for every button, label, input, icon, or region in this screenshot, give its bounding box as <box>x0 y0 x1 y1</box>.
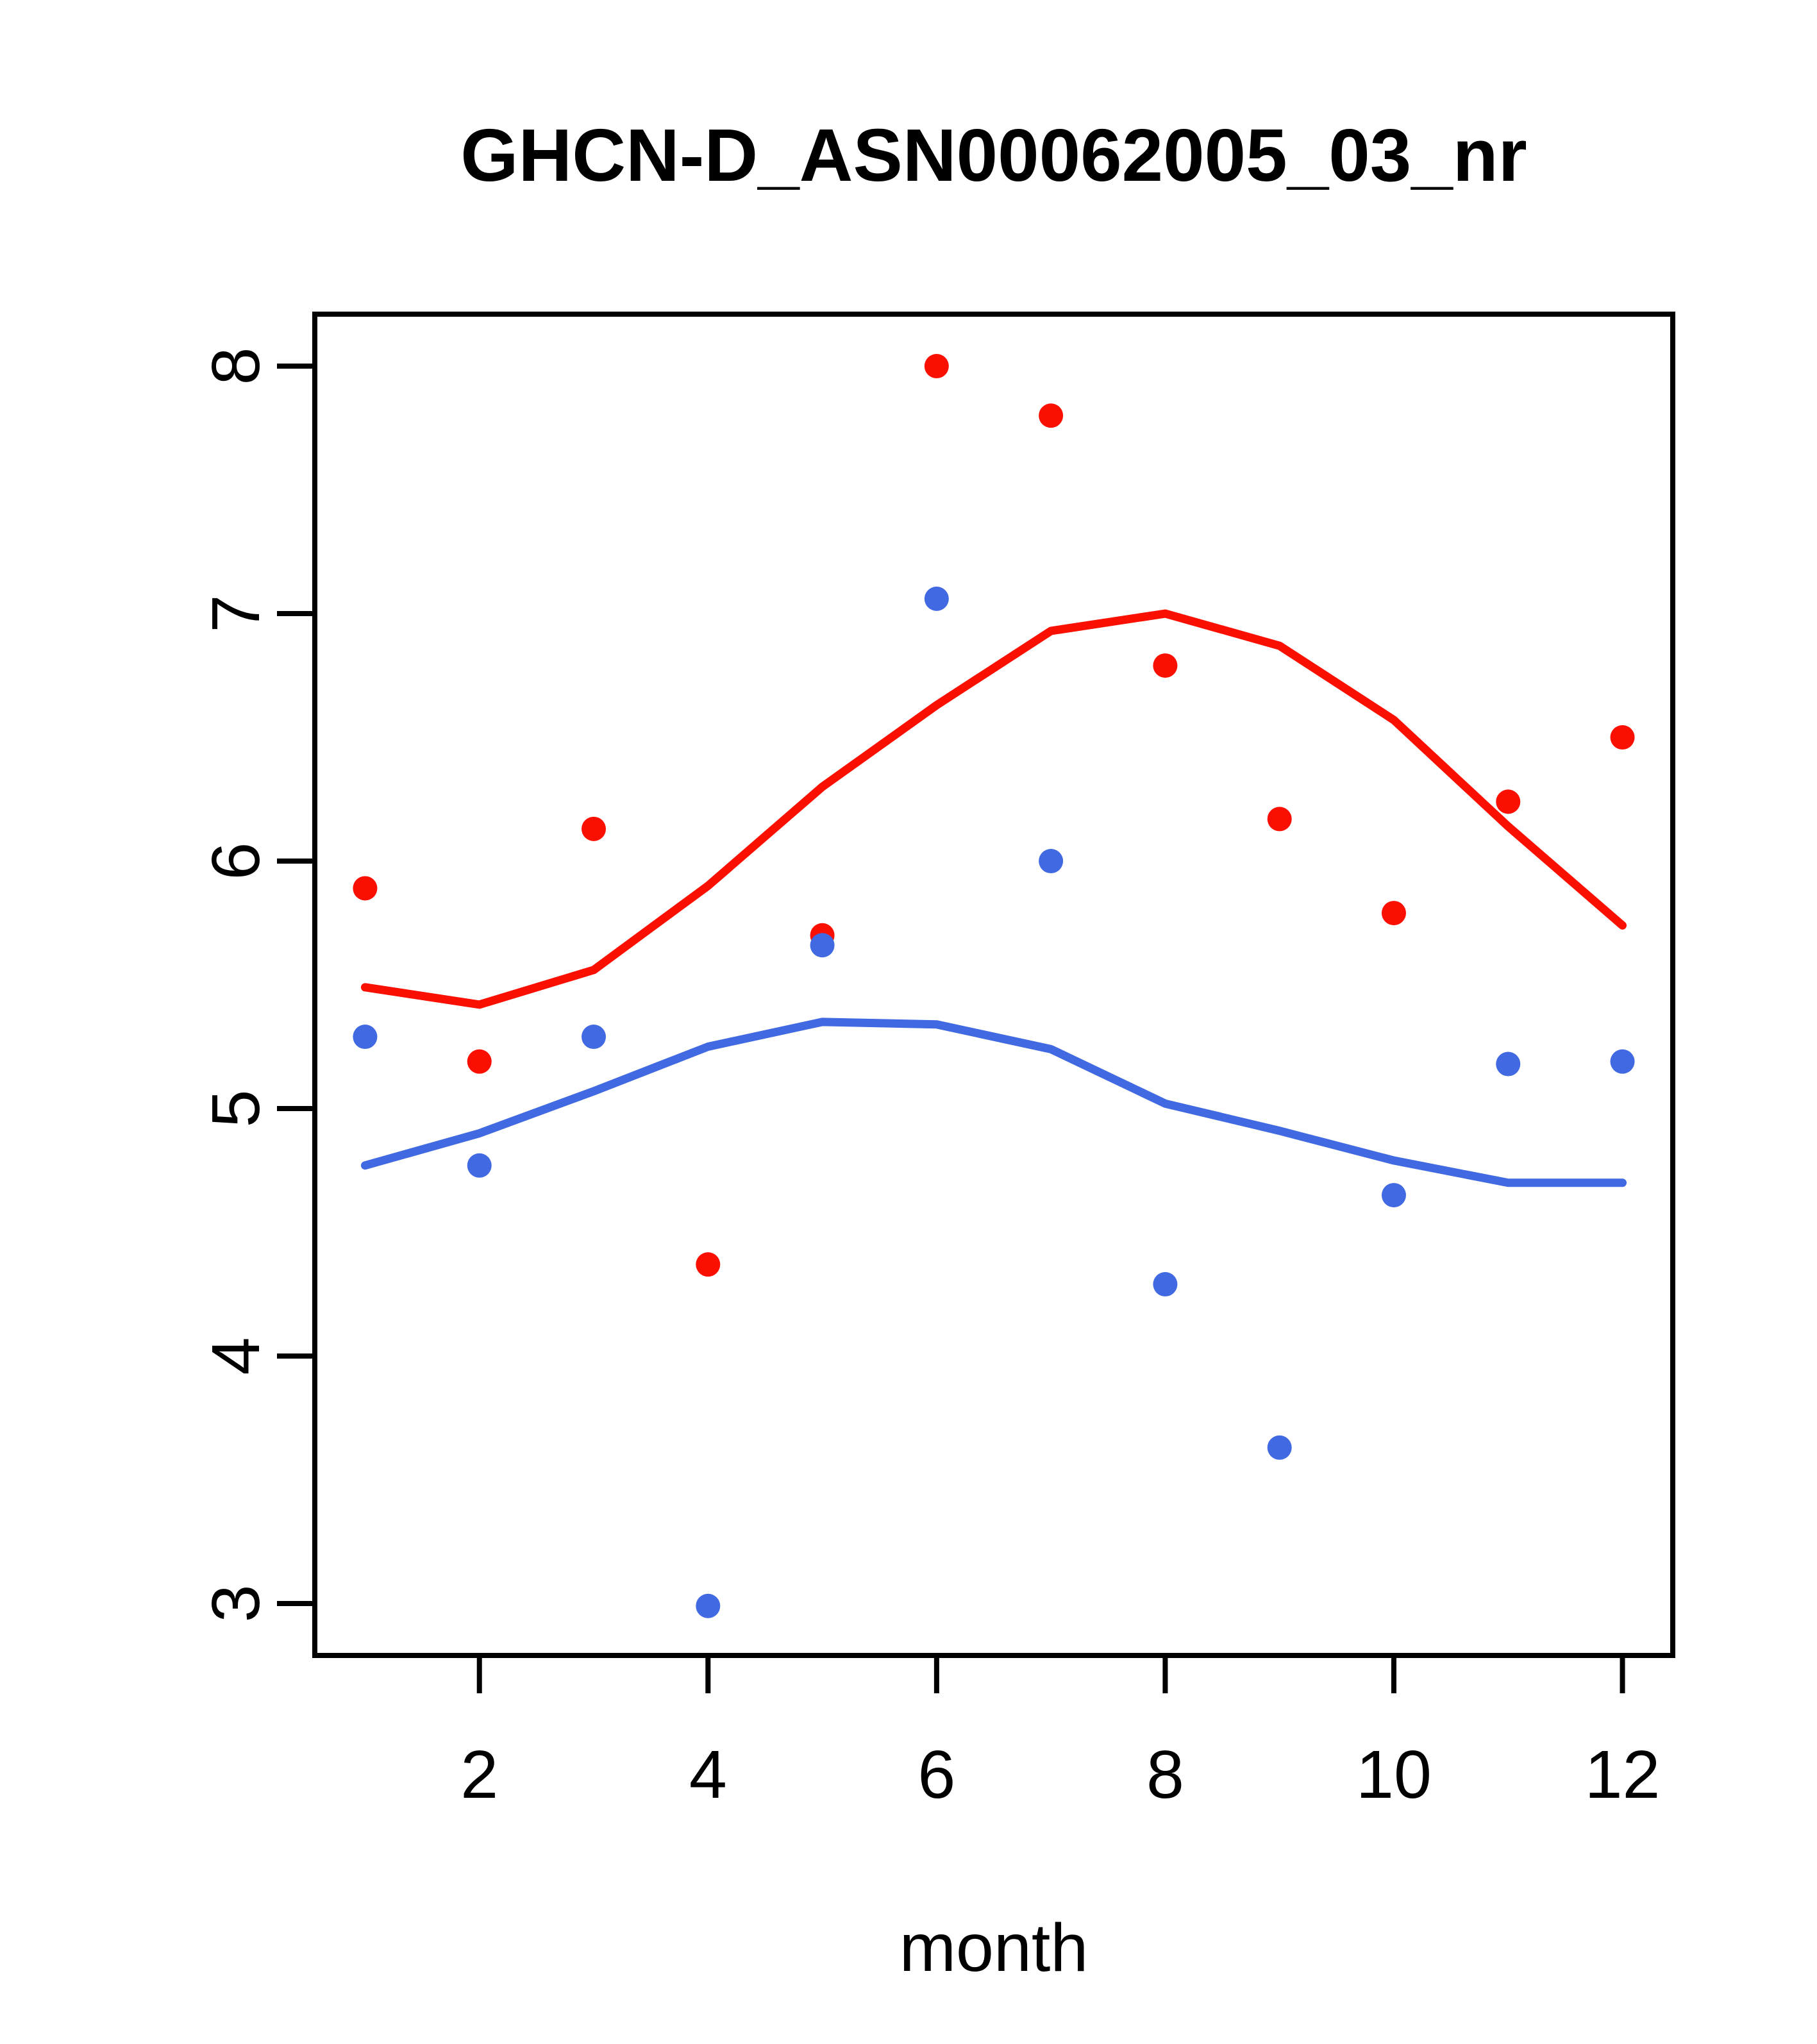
red-point <box>1039 403 1064 428</box>
red-point <box>353 876 378 901</box>
red-point <box>1496 789 1521 814</box>
plot-frame <box>312 312 1675 1658</box>
red-point <box>1381 901 1406 926</box>
y-tick-label: 5 <box>198 1090 274 1128</box>
x-tick-label: 12 <box>1585 1737 1661 1813</box>
blue-smooth-line <box>360 1018 1627 1187</box>
red-smooth-line <box>360 609 1627 1009</box>
blue-point <box>467 1153 492 1178</box>
y-tick-label: 4 <box>198 1337 274 1375</box>
axes: 2 4 6 8 10 12 3 4 5 6 7 8 <box>198 312 1675 1813</box>
blue-point <box>1153 1272 1178 1297</box>
x-axis-label: month <box>900 1910 1089 1986</box>
red-point <box>1267 807 1292 832</box>
blue-point <box>1381 1183 1406 1208</box>
blue-point <box>353 1025 378 1050</box>
blue-point <box>1267 1435 1292 1460</box>
y-tick-label: 8 <box>198 348 274 385</box>
blue-point <box>1496 1051 1521 1076</box>
x-tick-label: 4 <box>689 1737 727 1813</box>
red-point <box>924 354 949 379</box>
blue-point <box>582 1025 607 1050</box>
blue-point <box>696 1593 721 1618</box>
y-tick-label: 6 <box>198 842 274 880</box>
y-tick-label: 3 <box>198 1584 274 1622</box>
blue-point <box>1039 849 1064 874</box>
y-tick-label: 7 <box>198 595 274 633</box>
red-point <box>1153 653 1178 678</box>
red-point <box>467 1049 492 1074</box>
red-point <box>1610 725 1635 750</box>
plot-title: GHCN-D_ASN00062005_03_nr <box>460 113 1527 197</box>
blue-point <box>924 586 949 611</box>
data-series <box>353 354 1635 1618</box>
blue-point <box>1610 1049 1635 1074</box>
blue-point <box>810 933 835 958</box>
red-point <box>582 816 607 841</box>
x-tick-label: 8 <box>1146 1737 1184 1813</box>
x-tick-label: 10 <box>1356 1737 1432 1813</box>
red-point <box>696 1252 721 1277</box>
x-tick-label: 2 <box>460 1737 498 1813</box>
x-tick-label: 6 <box>917 1737 955 1813</box>
